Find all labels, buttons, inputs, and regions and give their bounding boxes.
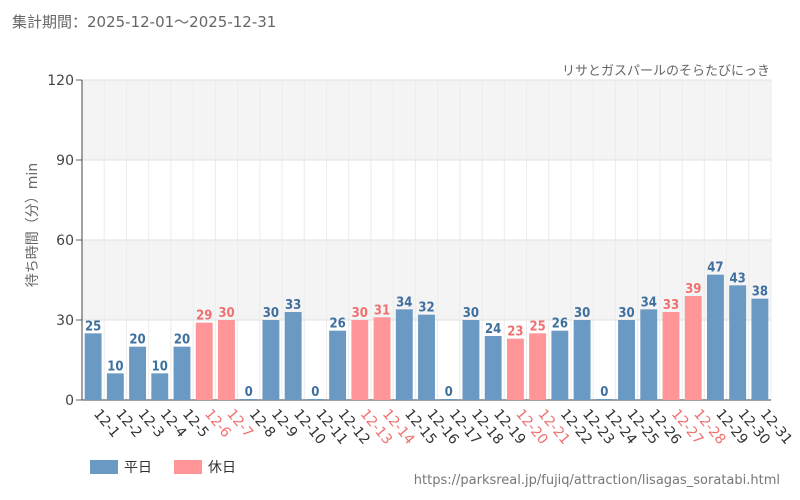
- data-label-12-11: 0: [311, 385, 319, 400]
- bar-12-25: [618, 320, 635, 400]
- bar-12-22: [551, 330, 569, 400]
- bar-12-15: [395, 309, 413, 400]
- data-label-12-19: 24: [485, 322, 501, 337]
- bar-12-11: [306, 399, 324, 400]
- bar-12-10: [284, 312, 302, 400]
- data-label-12-7: 30: [218, 306, 234, 321]
- bar-12-26: [640, 309, 658, 400]
- data-label-12-23: 30: [574, 306, 590, 321]
- bar-12-9: [262, 320, 280, 400]
- bar-12-28: [684, 296, 702, 400]
- legend-item-weekday: 平日: [90, 457, 152, 477]
- bar-12-7: [218, 320, 235, 400]
- data-label-12-1: 25: [85, 319, 101, 334]
- bar-12-31: [751, 298, 769, 400]
- y-tick-label: 120: [47, 73, 74, 89]
- bar-12-4: [151, 373, 169, 400]
- data-label-12-17: 0: [445, 385, 453, 400]
- data-label-12-16: 32: [418, 301, 434, 316]
- data-label-12-31: 38: [752, 285, 768, 300]
- bar-12-6: [195, 322, 213, 400]
- bar-12-18: [462, 320, 480, 400]
- data-label-12-10: 33: [285, 298, 301, 313]
- data-label-12-20: 23: [507, 325, 523, 340]
- bar-12-20: [506, 338, 524, 400]
- period-label: 集計期間：2025-12-01～2025-12-31: [12, 13, 277, 31]
- data-label-12-14: 31: [374, 303, 390, 318]
- data-label-12-2: 10: [107, 359, 123, 374]
- legend-item-holiday: 休日: [174, 457, 236, 477]
- bar-12-19: [484, 336, 502, 400]
- data-label-12-30: 43: [730, 271, 746, 286]
- data-label-12-18: 30: [463, 306, 479, 321]
- source-url[interactable]: https://parksreal.jp/fujiq/attraction/li…: [413, 473, 780, 488]
- data-label-12-13: 30: [352, 306, 368, 321]
- bar-12-13: [351, 320, 369, 400]
- bar-12-3: [129, 346, 147, 400]
- bar-12-30: [729, 285, 747, 400]
- bar-12-14: [373, 317, 391, 400]
- y-tick-label: 60: [56, 233, 74, 249]
- y-tick-label: 90: [56, 153, 74, 169]
- data-label-12-21: 25: [529, 319, 545, 334]
- legend-label-weekday: 平日: [124, 460, 152, 476]
- bar-12-17: [440, 399, 458, 400]
- legend: 平日 休日: [90, 457, 258, 477]
- data-label-12-6: 29: [196, 309, 212, 324]
- bar-12-1: [84, 333, 102, 400]
- data-label-12-12: 26: [329, 317, 345, 332]
- data-label-12-3: 20: [129, 333, 145, 348]
- legend-swatch-holiday: [174, 460, 202, 474]
- data-label-12-27: 33: [663, 298, 679, 313]
- legend-swatch-weekday: [90, 460, 118, 474]
- bar-12-2: [106, 373, 124, 400]
- data-label-12-4: 10: [152, 359, 168, 374]
- bar-12-21: [529, 333, 547, 400]
- bar-12-23: [573, 320, 591, 400]
- plot-band: [82, 80, 771, 160]
- data-label-12-22: 26: [552, 317, 568, 332]
- data-label-12-9: 30: [263, 306, 279, 321]
- data-label-12-5: 20: [174, 333, 190, 348]
- bar-12-16: [418, 314, 435, 400]
- legend-label-holiday: 休日: [208, 460, 236, 476]
- data-label-12-25: 30: [618, 306, 634, 321]
- bar-12-27: [662, 312, 680, 400]
- data-label-12-26: 34: [641, 295, 657, 310]
- bar-12-24: [595, 399, 613, 400]
- bar-12-29: [706, 274, 724, 400]
- chart-title: リサとガスパールのそらたびにっき: [561, 64, 770, 79]
- data-label-12-29: 47: [707, 261, 723, 276]
- y-tick-label: 0: [65, 393, 74, 409]
- data-label-12-28: 39: [685, 282, 701, 297]
- bar-12-12: [329, 330, 347, 400]
- plot-band: [82, 160, 771, 240]
- data-label-12-8: 0: [245, 385, 253, 400]
- bar-12-5: [173, 346, 191, 400]
- data-label-12-24: 0: [600, 385, 608, 400]
- y-tick-label: 30: [56, 313, 74, 329]
- data-label-12-15: 34: [396, 295, 412, 310]
- plot-band: [82, 240, 771, 320]
- bar-12-8: [240, 399, 258, 400]
